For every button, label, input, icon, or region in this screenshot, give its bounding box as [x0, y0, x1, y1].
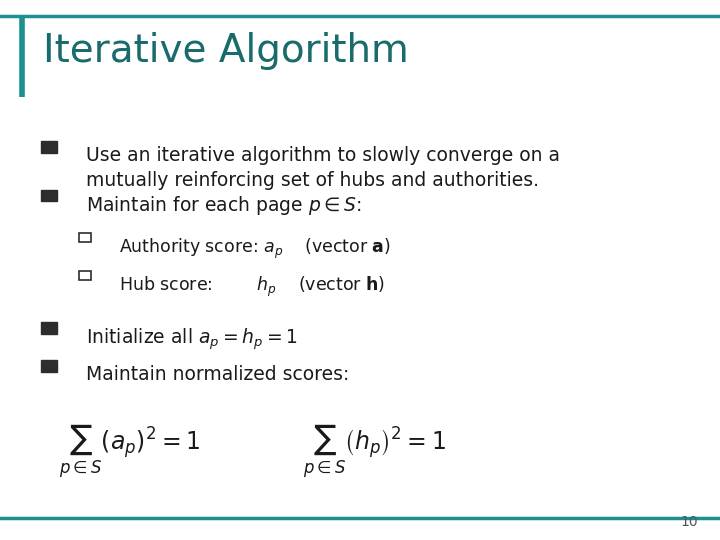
- Text: $\sum_{p\in S}\left(h_p\right)^2 = 1$: $\sum_{p\in S}\left(h_p\right)^2 = 1$: [303, 422, 446, 480]
- FancyBboxPatch shape: [41, 360, 57, 372]
- Text: Maintain normalized scores:: Maintain normalized scores:: [86, 364, 350, 383]
- Text: Maintain for each page $p \in S$:: Maintain for each page $p \in S$:: [86, 194, 362, 218]
- FancyBboxPatch shape: [41, 190, 57, 201]
- Text: Authority score: $a_p$    (vector $\mathbf{a}$): Authority score: $a_p$ (vector $\mathbf{…: [119, 237, 390, 261]
- Text: $\sum_{p\in S}\left(a_p\right)^2 = 1$: $\sum_{p\in S}\left(a_p\right)^2 = 1$: [59, 422, 200, 480]
- FancyBboxPatch shape: [41, 322, 57, 334]
- Text: Hub score:        $h_p$    (vector $\mathbf{h}$): Hub score: $h_p$ (vector $\mathbf{h}$): [119, 274, 385, 299]
- FancyBboxPatch shape: [41, 141, 57, 153]
- Text: Initialize all $a_p = h_p = 1$: Initialize all $a_p = h_p = 1$: [86, 327, 298, 352]
- Text: Iterative Algorithm: Iterative Algorithm: [43, 32, 409, 70]
- Text: Use an iterative algorithm to slowly converge on a
mutually reinforcing set of h: Use an iterative algorithm to slowly con…: [86, 146, 560, 190]
- FancyBboxPatch shape: [79, 271, 91, 280]
- FancyBboxPatch shape: [79, 233, 91, 242]
- Text: 10: 10: [681, 515, 698, 529]
